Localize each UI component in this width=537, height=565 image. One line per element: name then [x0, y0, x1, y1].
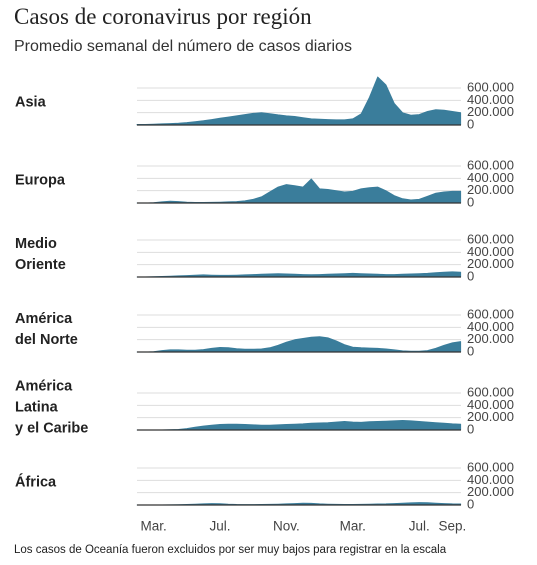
- x-tick-label: Jul.: [209, 519, 230, 534]
- y-tick-label: 200.000: [467, 484, 514, 499]
- panel-label: Europa: [15, 172, 65, 189]
- chart-subtitle: Promedio semanal del número de casos dia…: [14, 38, 352, 55]
- x-tick-label: Mar.: [140, 519, 166, 534]
- footnote: Los casos de Oceanía fueron excluidos po…: [14, 544, 447, 556]
- area: [136, 76, 462, 126]
- area: [136, 178, 462, 204]
- y-tick-label: 400.000: [467, 170, 514, 185]
- panel-label: África: [15, 474, 57, 491]
- y-tick-label: 600.000: [467, 384, 514, 399]
- panel-label: Medio Oriente: [15, 236, 66, 273]
- y-tick-label: 600.000: [467, 231, 514, 246]
- y-tick-label: 200.000: [467, 104, 514, 119]
- y-tick-label: 0: [467, 496, 474, 511]
- y-tick-label: 0: [467, 421, 474, 436]
- y-tick-label: 400.000: [467, 397, 514, 412]
- area: [136, 420, 462, 431]
- area: [136, 271, 462, 278]
- y-tick-label: 200.000: [467, 256, 514, 271]
- x-tick-label: Jul.: [409, 519, 430, 534]
- y-tick-label: 600.000: [467, 306, 514, 321]
- y-tick-label: 0: [467, 343, 474, 358]
- x-tick-label: Mar.: [340, 519, 366, 534]
- panel-label: Asia: [15, 94, 46, 111]
- y-tick-label: 400.000: [467, 319, 514, 334]
- area: [136, 502, 462, 506]
- panel-label: América Latina y el Caribe: [15, 378, 89, 437]
- y-tick-label: 400.000: [467, 244, 514, 259]
- y-tick-label: 600.000: [467, 157, 514, 172]
- x-tick-label: Sep.: [439, 519, 467, 534]
- area: [136, 336, 462, 353]
- y-tick-label: 200.000: [467, 331, 514, 346]
- x-tick-label: Nov.: [273, 519, 300, 534]
- y-tick-label: 200.000: [467, 182, 514, 197]
- y-tick-label: 600.000: [467, 459, 514, 474]
- chart-title: Casos de coronavirus por región: [14, 4, 312, 29]
- y-tick-label: 0: [467, 268, 474, 283]
- y-tick-label: 600.000: [467, 79, 514, 94]
- panel-label: América del Norte: [15, 311, 78, 348]
- y-tick-label: 400.000: [467, 92, 514, 107]
- y-tick-label: 0: [467, 194, 474, 209]
- y-tick-label: 200.000: [467, 409, 514, 424]
- y-tick-label: 0: [467, 116, 474, 131]
- y-tick-label: 400.000: [467, 472, 514, 487]
